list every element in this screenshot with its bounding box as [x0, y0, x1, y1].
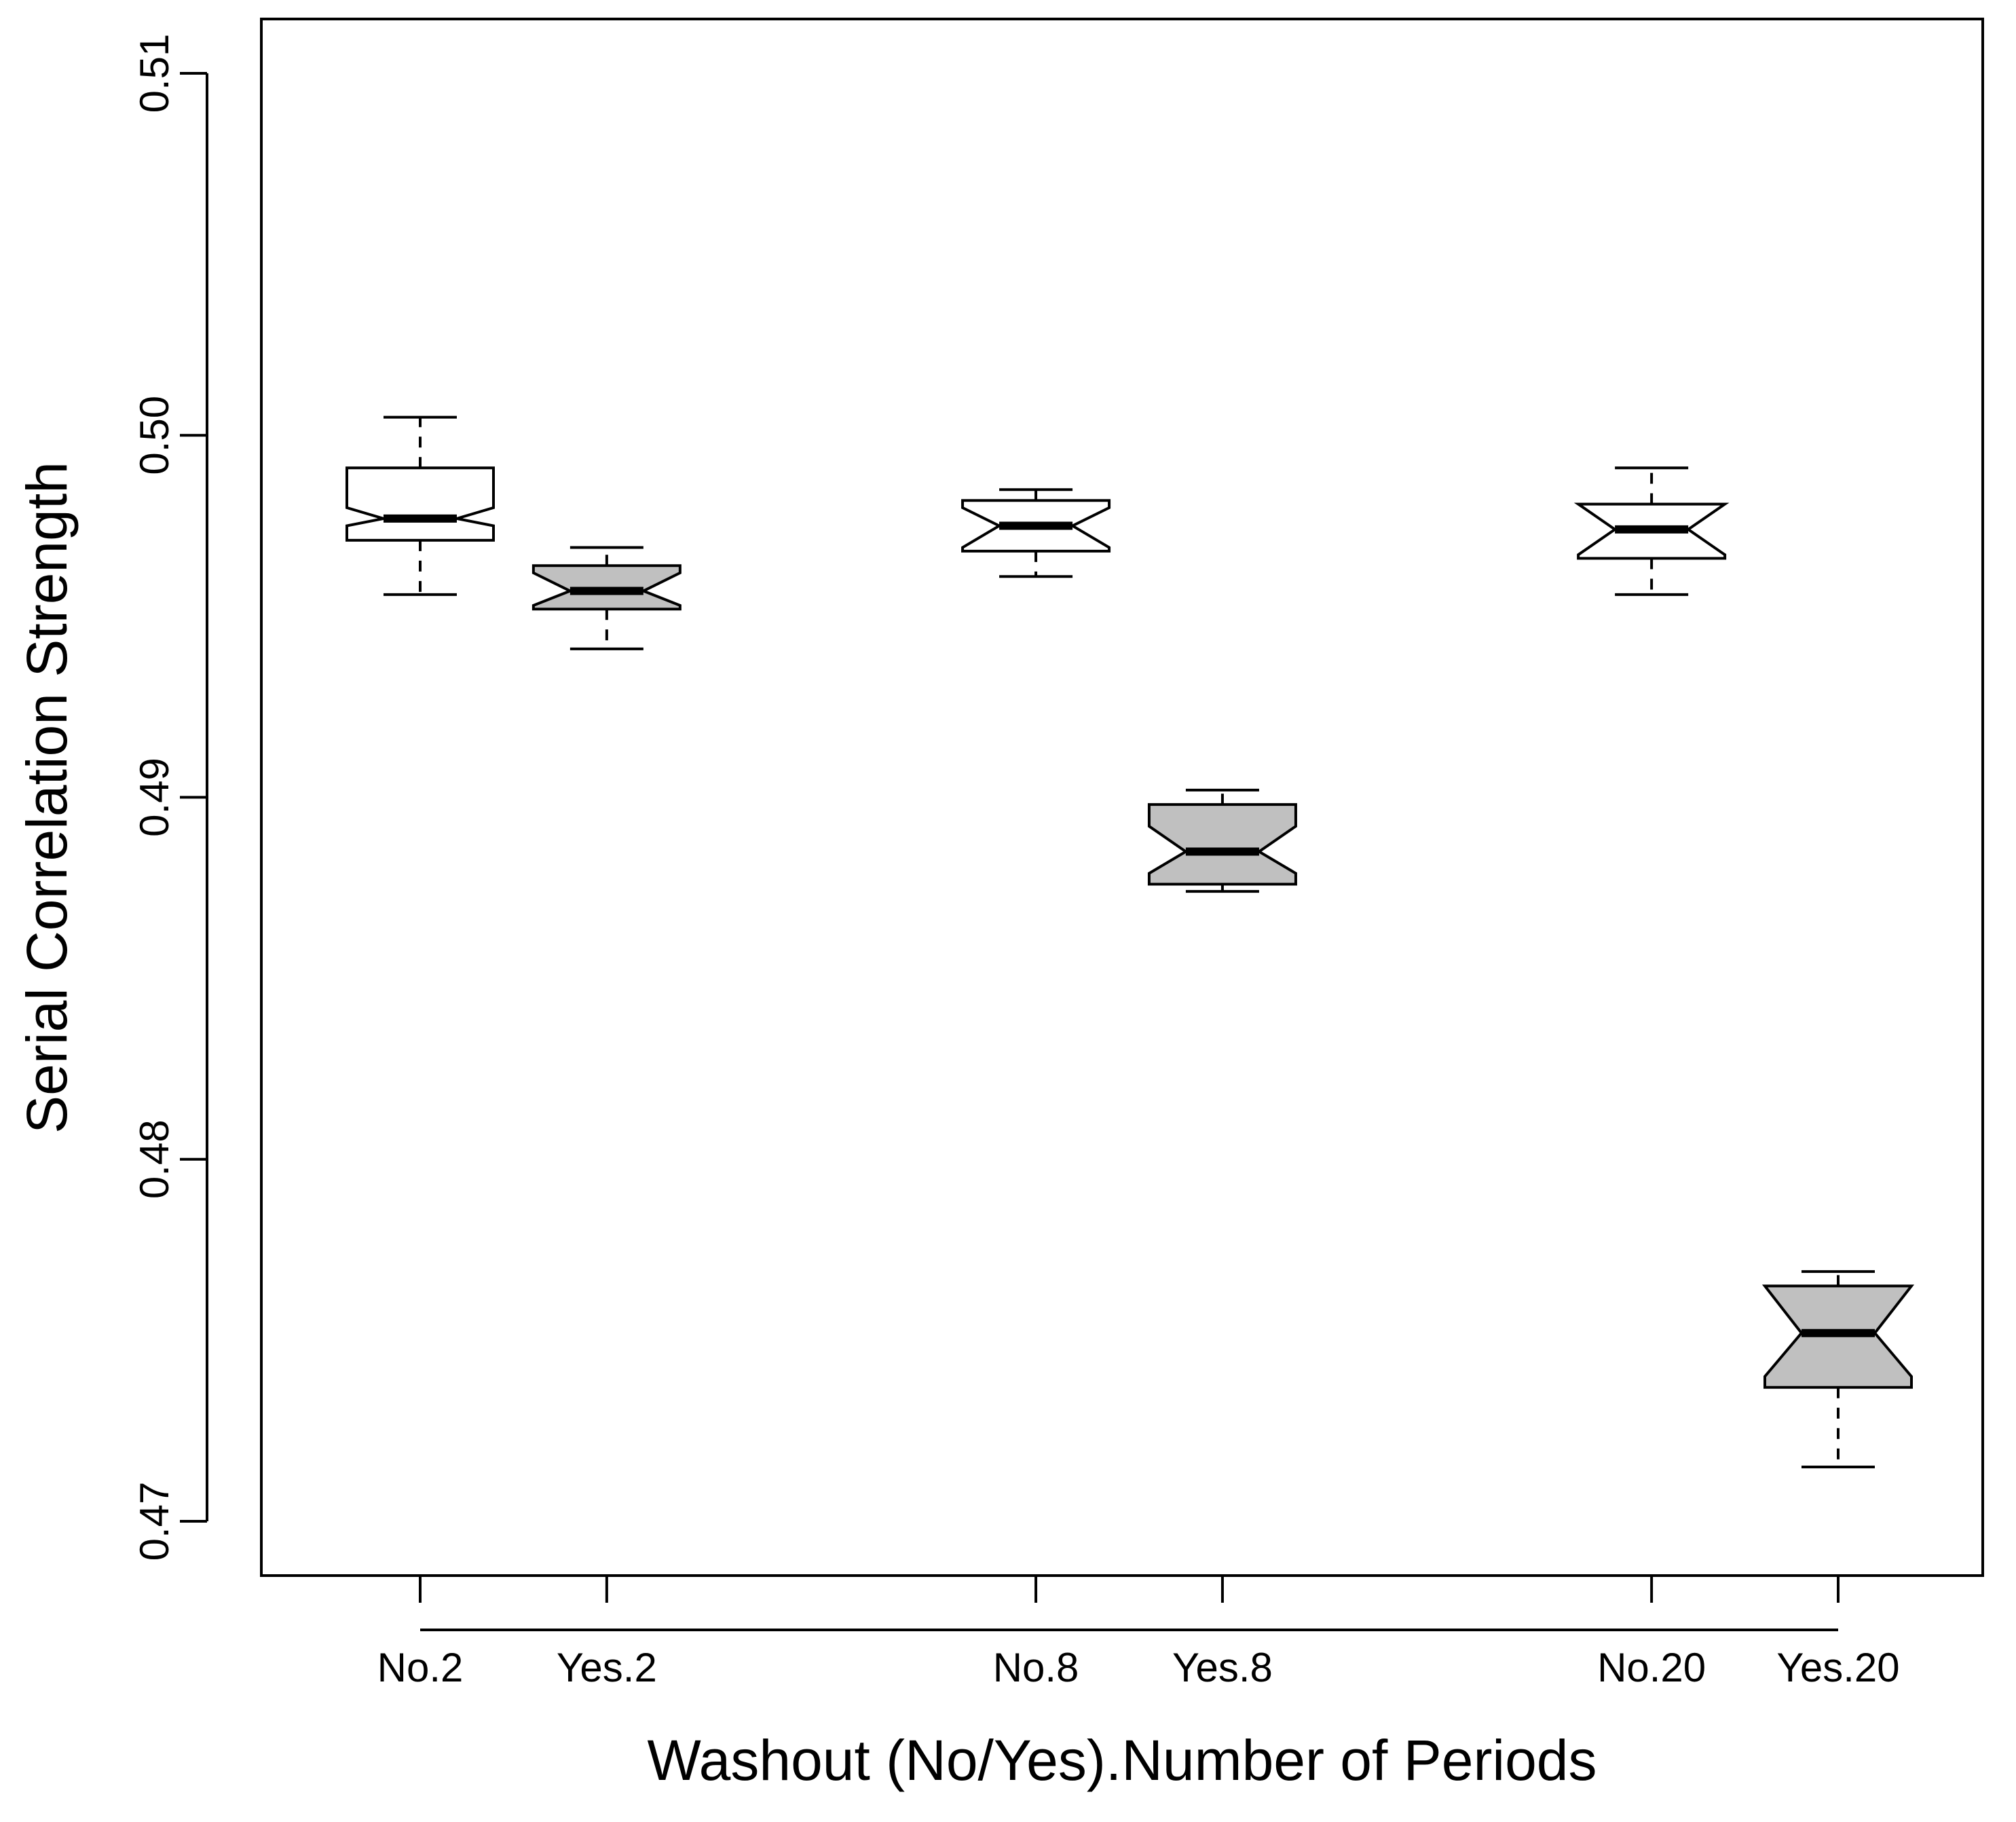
y-tick-label: 0.49 — [132, 758, 177, 837]
x-tick-label: Yes.2 — [557, 1645, 657, 1690]
x-tick-label: Yes.20 — [1776, 1645, 1899, 1690]
box-group — [1761, 1270, 1915, 1469]
notched-box — [1147, 803, 1297, 886]
notched-box — [346, 466, 495, 542]
box-group — [1573, 466, 1730, 596]
x-axis-title: Washout (No/Yes).Number of Periods — [647, 1728, 1597, 1792]
x-tick-label: No.20 — [1597, 1645, 1706, 1690]
y-axis-title: Serial Correlation Strength — [15, 462, 79, 1134]
y-tick-label: 0.47 — [132, 1482, 177, 1561]
x-tick-label: No.8 — [993, 1645, 1079, 1690]
x-tick-label: No.2 — [377, 1645, 464, 1690]
boxes-layer — [346, 415, 1915, 1469]
x-axis: No.2 Yes.2 No.8 Yes.8 No.20 Yes.20 — [377, 1576, 1900, 1690]
box-group — [961, 488, 1111, 578]
box-group — [1147, 788, 1297, 893]
plot-frame — [260, 18, 1984, 1577]
y-tick-label: 0.50 — [132, 396, 177, 475]
y-tick-label: 0.51 — [132, 34, 177, 113]
y-tick-label: 0.48 — [132, 1119, 177, 1199]
y-axis: 0.47 0.48 0.49 0.50 0.51 — [132, 34, 208, 1561]
box-group — [531, 546, 682, 650]
box-group — [346, 415, 495, 596]
x-tick-label: Yes.8 — [1172, 1645, 1273, 1690]
